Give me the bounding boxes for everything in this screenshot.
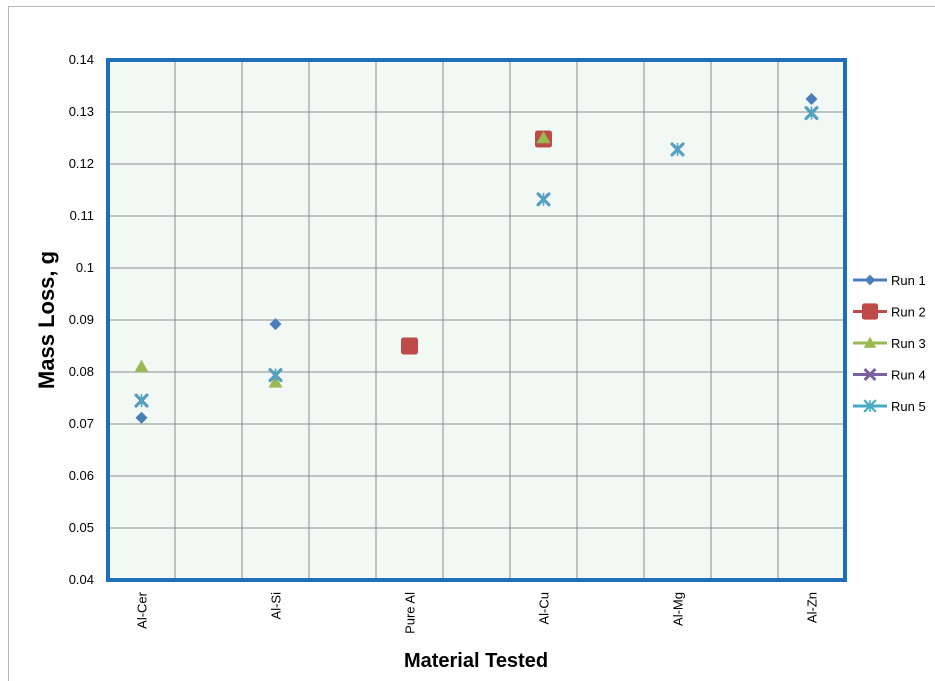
- y-tick-label: 0.04: [69, 572, 94, 587]
- y-tick-label: 0.08: [69, 364, 94, 379]
- x-tick-label: Al-Cer: [135, 591, 150, 629]
- y-tick-label: 0.11: [70, 208, 94, 223]
- x-tick-label: Al-Zn: [805, 592, 820, 623]
- legend-label: Run 1: [891, 273, 926, 288]
- diamond-marker: [135, 411, 148, 424]
- y-tick-label: 0.06: [69, 468, 94, 483]
- legend-item: Run 4: [853, 368, 926, 383]
- data-point-run-2: [401, 337, 418, 355]
- x-tick-labels: Al-Cer Al-Si Pure Al Al-Cu Al-Mg Al-Zn: [135, 591, 820, 634]
- data-point-run-1: [135, 411, 148, 424]
- data-point-run-5: [536, 192, 551, 207]
- legend-item: Run 2: [853, 303, 926, 320]
- plot-area-border: [106, 58, 847, 582]
- data-point-run-5: [670, 142, 685, 157]
- x-tick-label: Al-Mg: [671, 592, 686, 626]
- legend-label: Run 3: [891, 336, 926, 351]
- y-tick-label: 0.12: [69, 156, 94, 171]
- legend-item: Run 1: [853, 273, 926, 288]
- chart-frame: [8, 6, 935, 681]
- square-marker: [401, 337, 418, 355]
- y-tick-label: 0.07: [69, 416, 94, 431]
- legend-item: Run 3: [853, 336, 926, 351]
- y-tick-label: 0.1: [76, 260, 94, 275]
- y-axis-title: Mass Loss, g: [34, 251, 59, 389]
- legend-marker: [864, 274, 876, 286]
- square-marker: [861, 303, 879, 320]
- x-tick-label: Al-Si: [269, 592, 284, 620]
- data-points: [134, 93, 819, 424]
- x-tick-label: Al-Cu: [537, 592, 552, 625]
- legend-label: Run 5: [891, 399, 926, 414]
- data-point-run-5: [268, 367, 283, 383]
- data-point-run-1: [805, 93, 818, 105]
- legend-marker: [863, 399, 877, 413]
- diamond-marker: [269, 318, 282, 331]
- legend-label: Run 4: [891, 368, 926, 383]
- legend-label: Run 2: [891, 305, 926, 320]
- legend-marker: [863, 368, 877, 381]
- triangle-marker: [536, 131, 551, 144]
- diamond-marker: [805, 93, 818, 105]
- legend-marker: [861, 303, 879, 320]
- legend-marker: [863, 336, 877, 348]
- triangle-marker: [134, 359, 149, 373]
- x-tick-label: Pure Al: [403, 592, 418, 634]
- y-tick-label: 0.09: [69, 312, 94, 327]
- data-point-run-5: [804, 105, 819, 121]
- y-tick-label: 0.13: [69, 104, 94, 119]
- data-point-run-5: [134, 393, 149, 408]
- data-point-run-3: [536, 131, 551, 144]
- y-tick-labels: 0.04 0.05 0.06 0.07 0.08 0.09 0.1 0.11 0.12 0.13 0…: [69, 52, 94, 587]
- legend-item: Run 5: [853, 399, 926, 414]
- diamond-marker: [864, 274, 876, 286]
- x-marker-stroke: [863, 368, 877, 381]
- triangle-marker: [863, 336, 877, 348]
- data-point-run-3: [134, 359, 149, 373]
- y-tick-label: 0.14: [69, 52, 94, 67]
- y-tick-label: 0.05: [69, 520, 94, 535]
- x-axis-title: Material Tested: [404, 650, 548, 672]
- legend: Run 1 Run 2 Run 3 Run 4 Run 5: [853, 273, 926, 414]
- data-point-run-1: [269, 318, 282, 331]
